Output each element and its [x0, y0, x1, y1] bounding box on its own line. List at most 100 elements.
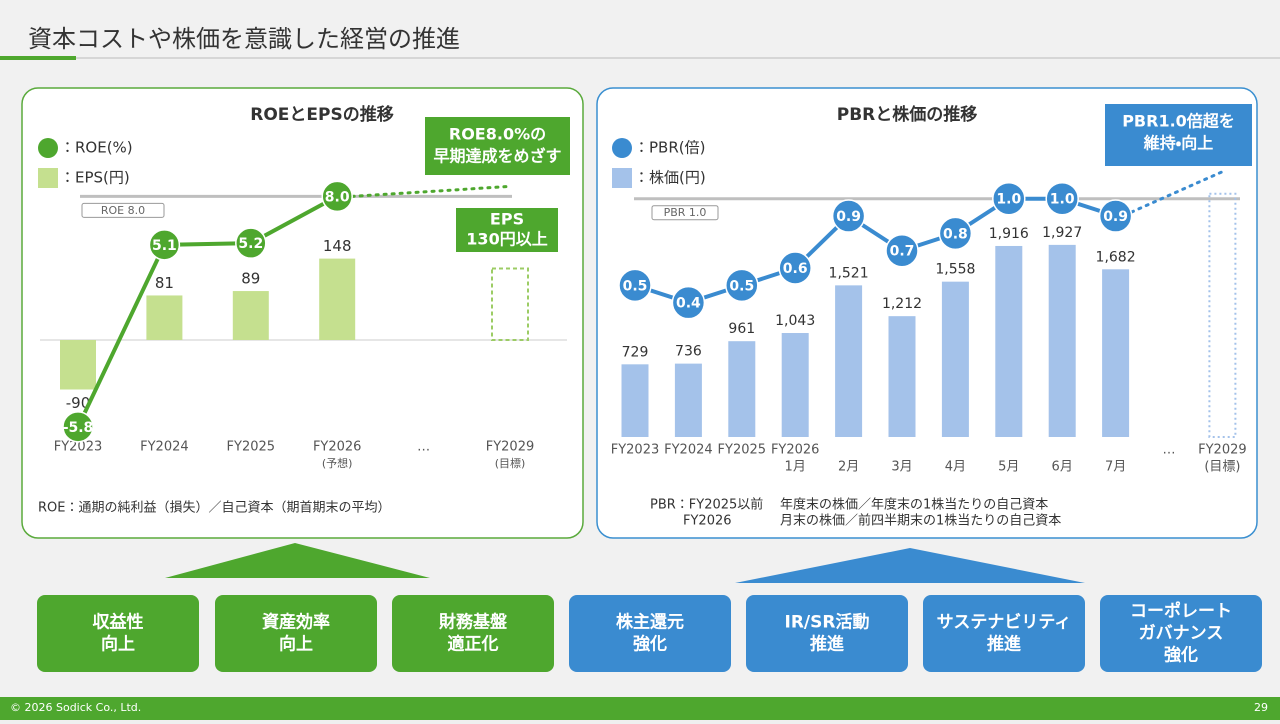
panel: [596, 87, 1258, 539]
arrow: [165, 543, 430, 578]
data-label: 148: [323, 237, 352, 255]
point: [321, 180, 353, 213]
legend-marker: [38, 168, 58, 188]
x-tick-note: 3月: [891, 460, 912, 475]
line: [76, 194, 339, 428]
data-label: 89: [241, 270, 260, 288]
trend-extension: [350, 184, 512, 198]
x-tick-note: (目標): [1204, 460, 1240, 475]
trend-extension: [1130, 170, 1224, 214]
point: [235, 227, 267, 259]
target-column: [1208, 192, 1237, 438]
slide-title: 資本コストや株価を意識した経営の推進: [28, 25, 460, 53]
point: [992, 181, 1026, 216]
reference-label: ROE 8.0: [101, 204, 145, 217]
data-label: 0.9: [836, 209, 861, 225]
pillar-label: 資産効率: [262, 612, 330, 633]
bar: [995, 245, 1023, 437]
data-label: 961: [728, 321, 755, 337]
legend-label: ：PBR(倍): [634, 139, 705, 157]
pillar-label: 適正化: [448, 634, 499, 655]
data-label: 1,682: [1096, 249, 1136, 265]
annotation: PBR1.0倍超を: [1122, 112, 1235, 131]
data-label: 1.0: [996, 192, 1021, 208]
copyright: © 2026 Sodick Co., Ltd.: [10, 701, 141, 714]
pillar-label: 向上: [101, 634, 135, 655]
data-label: 1,927: [1042, 225, 1082, 241]
point: [1045, 181, 1079, 216]
data-label: 1,212: [882, 296, 922, 312]
pillar-box: [1100, 595, 1262, 672]
title-rule: [0, 57, 1280, 59]
data-label: 5.1: [152, 238, 177, 254]
data-label: 736: [675, 344, 702, 360]
pillar-label: IR/SR活動: [785, 612, 870, 633]
x-tick-label: FY2026: [771, 443, 820, 458]
data-label: 8.0: [325, 189, 350, 205]
page-number: 29: [1254, 701, 1268, 714]
pillar-label: コーポレート: [1130, 601, 1232, 622]
point: [938, 216, 973, 251]
x-tick-label: FY2024: [664, 443, 713, 458]
pillar-box: [37, 595, 199, 672]
x-tick-label: FY2026: [313, 440, 362, 455]
data-label: 1,043: [775, 313, 815, 329]
point: [885, 233, 919, 268]
point: [831, 199, 866, 233]
pillar-label: ガバナンス: [1139, 624, 1224, 644]
x-tick-note: 6月: [1052, 460, 1073, 475]
bar: [232, 291, 269, 340]
pillar-box: [923, 595, 1085, 672]
legend-marker: [612, 168, 632, 188]
bar: [888, 316, 916, 437]
data-label: 729: [622, 344, 649, 360]
data-label: 0.8: [943, 226, 968, 242]
annotation: 早期達成をめざす: [433, 147, 561, 166]
pillar-label: 株主還元: [616, 612, 684, 633]
footnote: FY2026: [683, 514, 732, 529]
bar: [728, 341, 756, 437]
x-tick-label: FY2023: [54, 440, 103, 455]
data-label: 1,558: [935, 262, 975, 278]
point: [618, 268, 652, 303]
pillar-label: 推進: [987, 634, 1021, 655]
bar: [835, 285, 863, 437]
footnote: PBR：FY2025以前: [650, 497, 763, 513]
pillar-label: 収益性: [93, 612, 144, 633]
annotation: ROE8.0%の: [449, 125, 546, 144]
chart-title: PBRと株価の推移: [837, 104, 978, 125]
reference-label: PBR 1.0: [664, 206, 707, 219]
pillar-box: [392, 595, 554, 672]
annotation-box: [425, 117, 570, 175]
x-tick-note: 5月: [998, 460, 1019, 475]
data-label: -5.8: [63, 420, 94, 436]
target-bar: [491, 267, 529, 341]
x-tick-label: FY2024: [140, 440, 189, 455]
legend-label: ：EPS(円): [60, 169, 130, 187]
reference-label-box: [81, 202, 165, 218]
data-label: 0.5: [729, 278, 754, 294]
data-label: 81: [155, 274, 174, 292]
bar: [674, 363, 702, 437]
footer-bar: [0, 697, 1280, 720]
point: [778, 251, 812, 285]
data-label: 1.0: [1050, 192, 1075, 208]
footnote: 年度末の株価／年度末の1株当たりの自己資本: [780, 497, 1048, 513]
data-label: 0.6: [783, 261, 808, 277]
annotation: 維持・向上: [1143, 134, 1213, 153]
x-tick-note: 7月: [1105, 460, 1126, 475]
title-accent: [0, 56, 76, 60]
arrow: [735, 548, 1085, 583]
bar: [60, 340, 96, 390]
x-tick-label: FY2025: [718, 443, 767, 458]
pillar-box: [215, 595, 377, 672]
target-label: EPS: [490, 210, 524, 229]
bar: [781, 333, 809, 437]
pillar-label: 強化: [1164, 645, 1198, 666]
pillar-label: サステナビリティ: [937, 613, 1072, 633]
point: [725, 268, 759, 303]
data-label: 1,521: [829, 265, 869, 281]
x-tick-note: 2月: [838, 460, 859, 475]
